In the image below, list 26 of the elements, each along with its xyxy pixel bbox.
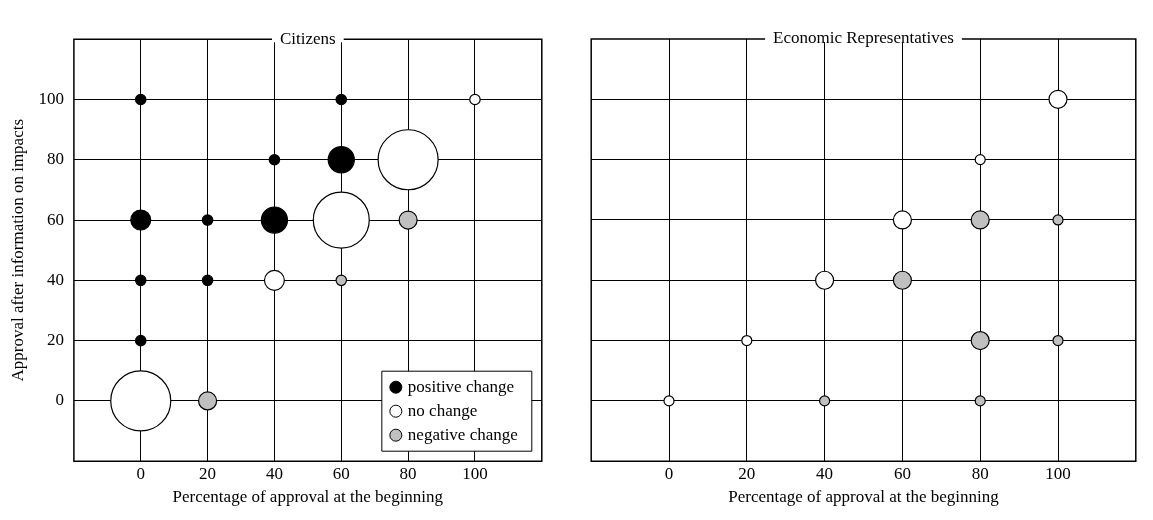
x-tick-label: 20 (738, 463, 756, 483)
x-tick-label: 20 (199, 463, 217, 483)
x-tick-label: 0 (664, 463, 674, 483)
y-tick-label: 100 (38, 88, 64, 108)
x-tick-label: 40 (816, 463, 834, 483)
legend-label: negative change (407, 424, 518, 444)
x-tick-label: 60 (332, 463, 350, 483)
y-tick-label: 0 (55, 390, 64, 410)
x-axis-title: Percentage of approval at the beginning (728, 487, 1000, 507)
x-tick-label: 80 (971, 463, 989, 483)
x-axis-title: Percentage of approval at the beginning (172, 487, 444, 507)
y-axis-title: Approval after information on impacts (7, 118, 27, 382)
chart-title: Economic Representatives (773, 28, 954, 48)
x-tick-label: 0 (136, 463, 145, 483)
x-tick-label: 100 (462, 463, 488, 483)
x-tick-label: 80 (399, 463, 417, 483)
y-tick-label: 80 (46, 149, 64, 169)
y-tick-label: 40 (46, 269, 64, 289)
chart-title: Citizens (279, 28, 336, 48)
x-tick-label: 100 (1045, 463, 1071, 483)
y-tick-label: 60 (46, 209, 64, 229)
legend-label: no change (407, 400, 478, 420)
y-tick-label: 20 (46, 330, 64, 350)
x-tick-label: 60 (893, 463, 911, 483)
x-tick-label: 40 (265, 463, 283, 483)
legend-label: positive change (407, 376, 515, 396)
